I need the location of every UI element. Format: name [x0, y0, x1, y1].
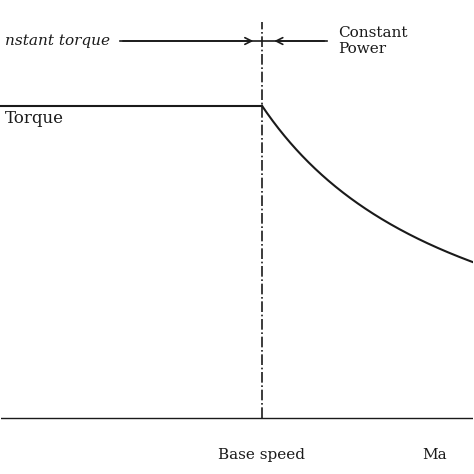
Text: Torque: Torque	[5, 109, 64, 127]
Text: nstant torque: nstant torque	[5, 34, 110, 48]
Text: Base speed: Base speed	[219, 447, 305, 462]
Text: Ma: Ma	[422, 447, 447, 462]
Text: Constant
Power: Constant Power	[338, 26, 408, 56]
